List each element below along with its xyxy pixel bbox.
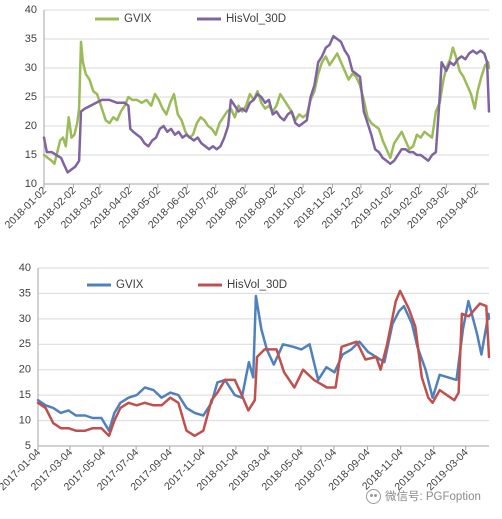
- y-tick-label: 25: [25, 91, 37, 103]
- y-tick-label: 15: [25, 149, 37, 161]
- series-line-hisvol-30d: [36, 289, 491, 438]
- watermark-text: 微信号: PGFoption: [385, 491, 481, 503]
- y-tick-label: 40: [25, 4, 37, 16]
- series-line-gvix: [42, 40, 491, 165]
- y-tick-label: 20: [19, 364, 31, 376]
- watermark: 微信号: PGFoption: [366, 488, 481, 504]
- wechat-icon: [366, 488, 381, 504]
- y-tick-label: 30: [25, 62, 37, 74]
- y-tick-label: 20: [25, 120, 37, 132]
- y-tick-label: 35: [19, 287, 31, 299]
- chart-1: 101520253035402018-01-022018-02-022018-0…: [3, 4, 491, 231]
- y-tick-label: 15: [19, 389, 31, 401]
- series-line-hisvol-30d: [42, 34, 491, 174]
- y-tick-label: 25: [19, 338, 31, 350]
- y-tick-label: 40: [19, 262, 31, 274]
- legend-label: HisVol_30D: [226, 13, 286, 25]
- y-tick-label: 35: [25, 33, 37, 45]
- y-tick-label: 10: [19, 414, 31, 426]
- legend-label: GVIX: [116, 279, 144, 291]
- legend-label: GVIX: [124, 13, 152, 25]
- y-tick-label: 10: [25, 178, 37, 190]
- series-line-gvix: [36, 294, 491, 432]
- chart-2: 5101520253035402017-01-042017-03-042017-…: [0, 262, 491, 493]
- y-tick-label: 30: [19, 313, 31, 325]
- legend-label: HisVol_30D: [227, 279, 287, 291]
- y-tick-label: 5: [25, 440, 31, 452]
